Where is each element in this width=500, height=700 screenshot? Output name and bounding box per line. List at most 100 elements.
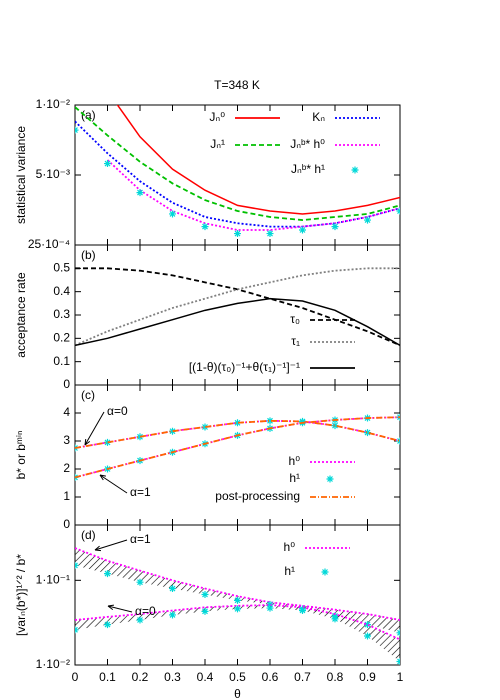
- point-marker: [351, 166, 359, 174]
- point-marker: [364, 621, 371, 629]
- arrow-head: [99, 474, 106, 481]
- series-line: [116, 105, 400, 215]
- point-marker: [104, 570, 111, 578]
- panel-frame: [74, 524, 401, 666]
- point-marker: [331, 422, 339, 430]
- point-marker: [201, 223, 209, 231]
- point-marker: [266, 417, 274, 425]
- legend-label: Jₙᵇ* h⁰: [290, 137, 325, 151]
- plot-area: [75, 105, 400, 238]
- annotation-arrow: [84, 411, 105, 446]
- y-tick-label: 2: [63, 461, 70, 475]
- point-marker: [396, 207, 400, 215]
- annotation-arrow: [107, 605, 133, 613]
- point-marker: [266, 230, 274, 238]
- y-tick-label: 0.4: [53, 284, 70, 298]
- point-marker: [201, 423, 209, 431]
- arrow-head: [107, 604, 115, 611]
- x-tick-label: 0.4: [197, 670, 214, 684]
- point-marker: [321, 568, 329, 576]
- x-tick-label: 0.7: [294, 670, 311, 684]
- point-marker: [234, 605, 241, 613]
- y-tick-label: 1·10⁻²: [36, 97, 70, 111]
- x-tick-label: 0.9: [359, 670, 376, 684]
- x-tick-label: 0.8: [327, 670, 344, 684]
- point-marker: [75, 561, 79, 569]
- point-marker: [266, 604, 274, 612]
- point-marker: [299, 607, 306, 615]
- point-marker: [136, 578, 144, 586]
- arrow-head: [84, 438, 91, 446]
- point-marker: [331, 615, 339, 623]
- legend-label: post-processing: [215, 489, 300, 503]
- x-tick-label: 0.5: [229, 670, 246, 684]
- annotation: α=1: [130, 532, 151, 546]
- y-tick-label: 0.1: [53, 354, 70, 368]
- point-marker: [201, 607, 209, 615]
- y-tick-label: 5·10⁻³: [36, 167, 70, 181]
- legend-label: Jₙᵇ* h¹: [291, 162, 325, 176]
- point-marker: [104, 160, 111, 168]
- point-marker: [364, 632, 371, 640]
- point-marker: [169, 585, 176, 593]
- chart-title: T=348 K: [214, 78, 260, 92]
- panel-label: (d): [81, 528, 96, 542]
- y-axis-label: [varₙ(b*)]¹ᐟ² / b*: [14, 554, 28, 636]
- panel-label: (b): [81, 248, 96, 262]
- panel-label: (a): [81, 108, 96, 122]
- series-line: [75, 120, 400, 228]
- y-tick-label: 0.5: [53, 261, 70, 275]
- arrow-head: [94, 545, 102, 552]
- point-marker: [169, 611, 176, 619]
- legend-label: [(1-θ)(τ₀)⁻¹+θ(τ₁)⁻¹]⁻¹: [189, 360, 300, 374]
- y-axis-label: acceptance rate: [14, 272, 28, 358]
- y-tick-label: 1·10⁻²: [36, 657, 70, 671]
- annotation-arrow: [99, 474, 128, 494]
- point-marker: [299, 226, 306, 234]
- y-axis-label: statistical variance: [14, 126, 28, 224]
- point-marker: [136, 433, 144, 441]
- legend-label: Jₙ⁰: [209, 110, 225, 124]
- point-marker: [136, 616, 144, 624]
- y-tick-label: 0.2: [53, 331, 70, 345]
- point-marker: [234, 419, 241, 427]
- annotation: α=0: [135, 604, 156, 618]
- series-line: [75, 416, 400, 479]
- series-line: [75, 297, 400, 347]
- y-tick-label: 1: [63, 489, 70, 503]
- annotation-arrow: [94, 539, 128, 551]
- series-line: [75, 547, 400, 621]
- series-line: [106, 159, 400, 231]
- point-marker: [104, 438, 111, 446]
- x-tick-label: 0.1: [99, 670, 116, 684]
- x-tick-label: 1: [397, 670, 404, 684]
- x-tick-label: 0.2: [132, 670, 149, 684]
- point-marker: [396, 657, 400, 665]
- y-tick-label: 0: [63, 377, 70, 391]
- point-marker: [75, 126, 79, 134]
- legend-label: h¹: [289, 471, 300, 485]
- point-marker: [169, 427, 176, 435]
- point-marker: [396, 437, 400, 445]
- y-tick-label: 0: [63, 517, 70, 531]
- legend-label: h⁰: [284, 540, 296, 554]
- annotation: α=1: [130, 485, 151, 499]
- x-axis-label: θ: [234, 687, 241, 700]
- legend-label: Jₙ¹: [210, 137, 225, 151]
- point-marker: [266, 600, 274, 608]
- point-marker: [169, 210, 176, 218]
- y-tick-label: 0.3: [53, 307, 70, 321]
- x-tick-label: 0.3: [164, 670, 181, 684]
- y-tick-label: 1·10⁻¹: [36, 572, 70, 586]
- y-tick-label: 4: [63, 405, 70, 419]
- panel-label: (c): [81, 388, 95, 402]
- legend-label: τ₁: [291, 334, 300, 348]
- series-line: [75, 267, 400, 347]
- plot-area: [75, 547, 400, 665]
- y-tick-label: 25·10⁻⁴: [28, 237, 70, 251]
- point-marker: [331, 223, 339, 231]
- y-tick-label: 3: [63, 433, 70, 447]
- point-marker: [364, 216, 371, 224]
- legend-label: h¹: [284, 564, 295, 578]
